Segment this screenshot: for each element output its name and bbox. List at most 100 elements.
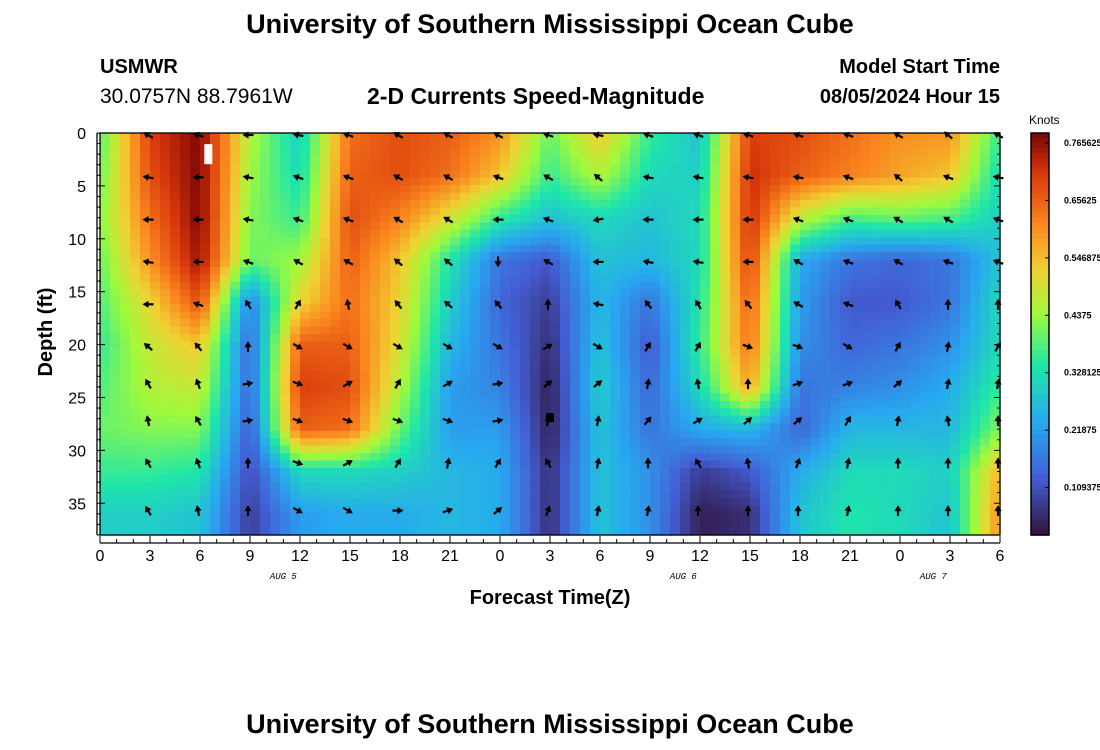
heatmap-cell (470, 423, 481, 432)
heatmap-cell (180, 348, 191, 357)
heatmap-cell (330, 229, 341, 238)
current-arrow (242, 216, 254, 224)
heatmap-cell (580, 393, 591, 402)
heatmap-cell (560, 311, 571, 320)
arrow-head (692, 173, 700, 181)
heatmap-cell (980, 170, 991, 179)
heatmap-cell (400, 408, 411, 417)
heatmap-cell (510, 133, 521, 142)
heatmap-cell (910, 162, 921, 171)
heatmap-cell (780, 453, 791, 462)
heatmap-cell (440, 185, 451, 194)
heatmap-cell (980, 222, 991, 231)
heatmap-cell (120, 505, 131, 514)
heatmap-cell (950, 527, 961, 536)
heatmap-cell (360, 475, 371, 484)
heatmap-cell (480, 378, 491, 387)
heatmap-cell (550, 468, 561, 477)
heatmap-cell (360, 356, 371, 365)
heatmap-cell (320, 520, 331, 529)
heatmap-cell (170, 311, 181, 320)
heatmap-cell (770, 334, 781, 343)
heatmap-cell (150, 430, 161, 439)
heatmap-cell (910, 304, 921, 313)
heatmap-cell (210, 281, 221, 290)
heatmap-cell (340, 326, 351, 335)
heatmap-cell (100, 356, 111, 365)
heatmap-cell (670, 386, 681, 395)
heatmap-cell (820, 177, 831, 186)
heatmap-cell (330, 334, 341, 343)
heatmap-cell (740, 147, 751, 156)
heatmap-cell (160, 319, 171, 328)
heatmap-cell (930, 468, 941, 477)
heatmap-cell (160, 133, 171, 142)
heatmap-cell (450, 468, 461, 477)
heatmap-cell (110, 147, 121, 156)
heatmap-cell (600, 497, 611, 506)
heatmap-cell (690, 200, 701, 209)
heatmap-cell (790, 356, 801, 365)
heatmap-cell (130, 229, 141, 238)
heatmap-cell (300, 334, 311, 343)
heatmap-cell (470, 512, 481, 521)
heatmap-cell (950, 490, 961, 499)
heatmap-cell (270, 229, 281, 238)
heatmap-cell (690, 304, 701, 313)
heatmap-cell (310, 430, 321, 439)
heatmap-cell (480, 289, 491, 298)
heatmap-cell (650, 512, 661, 521)
heatmap-cell (920, 259, 931, 268)
heatmap-cell (800, 140, 811, 149)
heatmap-cell (130, 147, 141, 156)
heatmap-cell (570, 147, 581, 156)
heatmap-cell (800, 177, 811, 186)
heatmap-cell (970, 147, 981, 156)
heatmap-cell (630, 289, 641, 298)
heatmap-cell (640, 468, 651, 477)
heatmap-cell (290, 311, 301, 320)
heatmap-cell (240, 244, 251, 253)
heatmap-cell (530, 445, 541, 454)
heatmap-cell (360, 155, 371, 164)
heatmap-cell (170, 252, 181, 261)
heatmap-cell (550, 356, 561, 365)
heatmap-cell (500, 274, 511, 283)
heatmap-cell (940, 192, 951, 201)
heatmap-cell (260, 527, 271, 536)
heatmap-cell (830, 468, 841, 477)
heatmap-cell (900, 252, 911, 261)
heatmap-cell (430, 371, 441, 380)
current-arrow (443, 174, 454, 182)
heatmap-cell (170, 341, 181, 350)
heatmap-cell (280, 423, 291, 432)
heatmap-cell (550, 192, 561, 201)
heatmap-cell (160, 252, 171, 261)
heatmap-cell (670, 192, 681, 201)
heatmap-cell (550, 475, 561, 484)
heatmap-cell (260, 207, 271, 216)
heatmap-cell (170, 244, 181, 253)
heatmap-cell (130, 356, 141, 365)
heatmap-cell (210, 229, 221, 238)
heatmap-cell (210, 468, 221, 477)
heatmap-cell (290, 527, 301, 536)
heatmap-cell (260, 386, 271, 395)
heatmap-cell (360, 162, 371, 171)
heatmap-cell (530, 311, 541, 320)
heatmap-cell (120, 408, 131, 417)
heatmap-cell (930, 200, 941, 209)
heatmap-cell (110, 281, 121, 290)
heatmap-cell (710, 133, 721, 142)
heatmap-cell (380, 497, 391, 506)
heatmap-cell (760, 490, 771, 499)
heatmap-cell (970, 341, 981, 350)
heatmap-cell (380, 274, 391, 283)
heatmap-cell (780, 438, 791, 447)
heatmap-cell (290, 430, 301, 439)
heatmap-cell (430, 505, 441, 514)
heatmap-cell (300, 378, 311, 387)
heatmap-cell (300, 468, 311, 477)
heatmap-cell (460, 133, 471, 142)
heatmap-cell (680, 453, 691, 462)
